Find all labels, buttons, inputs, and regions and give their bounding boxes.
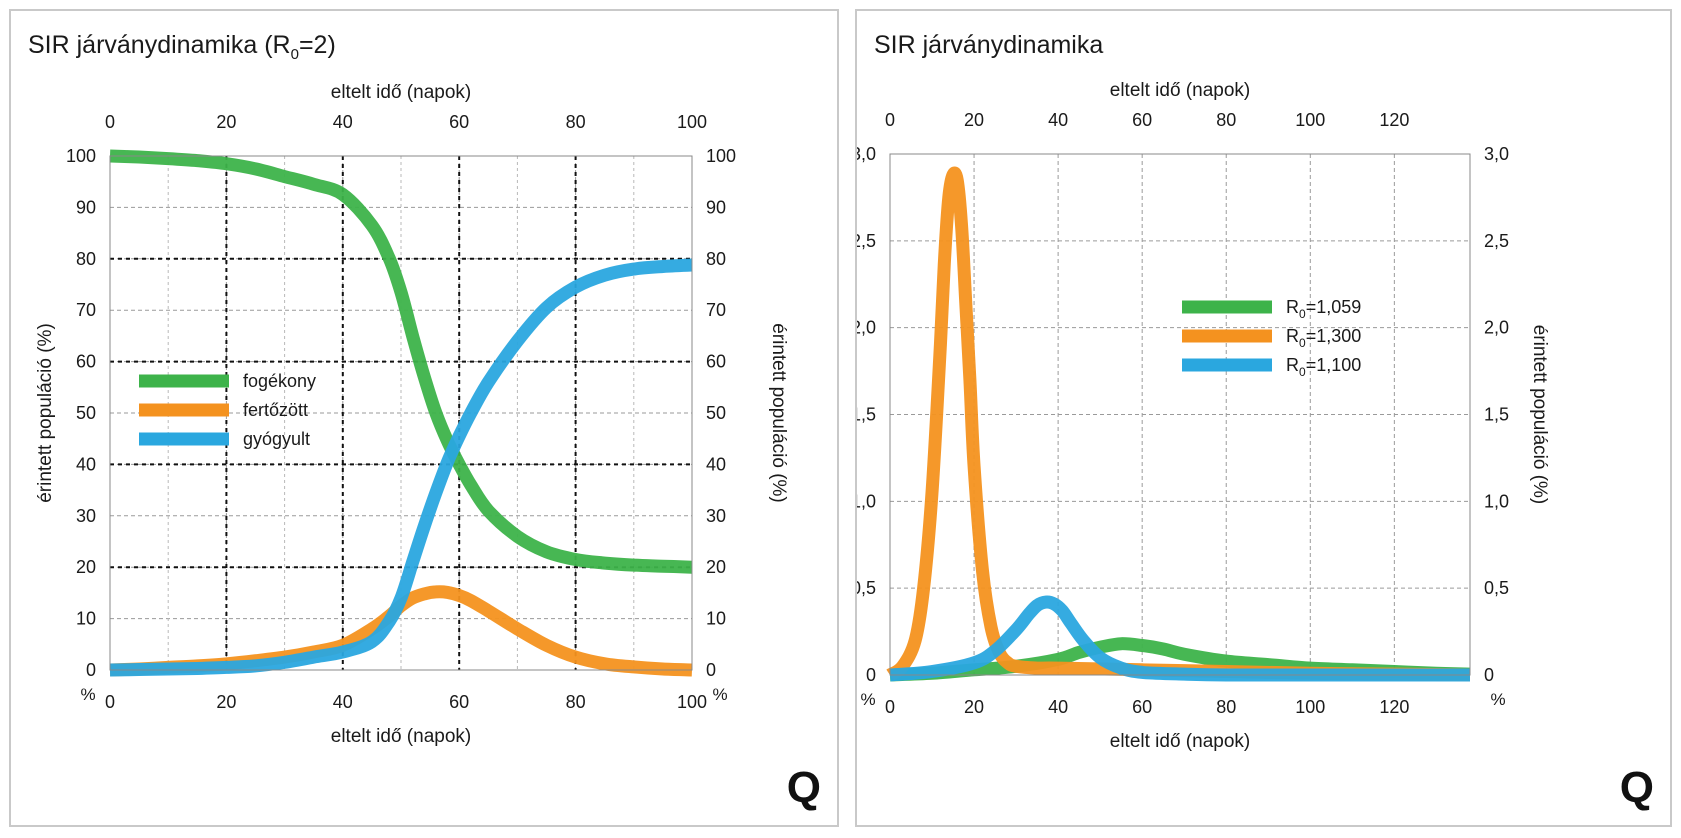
sir-chart-comparison: 000,50,51,01,01,51,52,02,02,52,53,03,000… bbox=[857, 80, 1550, 752]
y-tick-label-left: 0 bbox=[866, 665, 876, 685]
chart-panel-left: SIR járványdinamika (R0=2) 0 0 10 10 20 20 30 3… bbox=[9, 9, 839, 827]
series-line bbox=[886, 166, 1471, 682]
y-tick-label-right: 90 bbox=[706, 197, 726, 217]
y-tick-label-left: 30 bbox=[76, 506, 96, 526]
x-tick-label-top: 60 bbox=[449, 112, 469, 132]
y-tick-label-right: 0 bbox=[706, 660, 716, 680]
y-tick-label-left: 1,0 bbox=[857, 491, 876, 511]
plot-frame bbox=[889, 153, 1471, 676]
x-tick-label-top: 20 bbox=[964, 110, 984, 130]
y-tick-label-right: 0 bbox=[1484, 665, 1494, 685]
y-unit-left: % bbox=[80, 685, 95, 704]
y-tick-label-left: 1,5 bbox=[857, 405, 876, 425]
y-unit-right: % bbox=[712, 685, 727, 704]
q-logo: Q bbox=[1619, 763, 1654, 812]
legend-label: R0=1,300 bbox=[1286, 326, 1361, 350]
series-line bbox=[109, 258, 693, 677]
y-unit-right: % bbox=[1490, 690, 1505, 709]
legend-label: gyógyult bbox=[243, 429, 310, 449]
legend-label: R0=1,100 bbox=[1286, 355, 1361, 379]
x-tick-label-bottom: 120 bbox=[1379, 697, 1409, 717]
x-tick-label-bottom: 0 bbox=[105, 692, 115, 712]
y-tick-label-right: 40 bbox=[706, 454, 726, 474]
chart-title: SIR járványdinamika (R0=2) bbox=[28, 31, 336, 63]
x-tick-label-top: 100 bbox=[1295, 110, 1325, 130]
x-tick-label-top: 120 bbox=[1379, 110, 1409, 130]
x-tick-label-top: 80 bbox=[566, 112, 586, 132]
x-tick-label-bottom: 20 bbox=[216, 692, 236, 712]
x-tick-label-top: 80 bbox=[1216, 110, 1236, 130]
y-tick-label-right: 50 bbox=[706, 403, 726, 423]
y-axis-title-right: érintett populáció (%) bbox=[1529, 325, 1550, 505]
x-tick-label-bottom: 20 bbox=[964, 697, 984, 717]
x-tick-label-bottom: 80 bbox=[566, 692, 586, 712]
x-tick-label-bottom: 80 bbox=[1216, 697, 1236, 717]
y-tick-label-left: 100 bbox=[66, 146, 96, 166]
y-tick-label-right: 30 bbox=[706, 506, 726, 526]
x-tick-label-top: 40 bbox=[333, 112, 353, 132]
y-tick-label-left: 3,0 bbox=[857, 144, 876, 164]
y-unit-left: % bbox=[860, 690, 875, 709]
y-tick-label-left: 2,5 bbox=[857, 231, 876, 251]
y-tick-label-left: 0,5 bbox=[857, 578, 876, 598]
x-tick-label-bottom: 40 bbox=[1048, 697, 1068, 717]
x-tick-label-bottom: 60 bbox=[449, 692, 469, 712]
x-axis-title-top: eltelt idő (napok) bbox=[1110, 80, 1250, 101]
x-axis-title-top: eltelt idő (napok) bbox=[331, 82, 471, 103]
y-tick-label-left: 2,0 bbox=[857, 318, 876, 338]
y-tick-label-right: 60 bbox=[706, 352, 726, 372]
series-line bbox=[109, 149, 693, 574]
plot-frame bbox=[109, 155, 693, 671]
y-tick-label-left: 20 bbox=[76, 557, 96, 577]
y-tick-label-right: 70 bbox=[706, 300, 726, 320]
x-tick-label-top: 20 bbox=[216, 112, 236, 132]
x-tick-label-bottom: 0 bbox=[885, 697, 895, 717]
y-tick-label-left: 60 bbox=[76, 352, 96, 372]
y-tick-label-left: 10 bbox=[76, 609, 96, 629]
y-tick-label-left: 70 bbox=[76, 300, 96, 320]
y-tick-label-left: 50 bbox=[76, 403, 96, 423]
y-tick-label-right: 1,0 bbox=[1484, 491, 1509, 511]
y-axis-title-right: érintett populáció (%) bbox=[768, 323, 789, 503]
x-tick-label-bottom: 40 bbox=[333, 692, 353, 712]
y-tick-label-right: 100 bbox=[706, 146, 736, 166]
x-tick-label-top: 0 bbox=[105, 112, 115, 132]
y-tick-label-left: 80 bbox=[76, 249, 96, 269]
legend-label: R0=1,059 bbox=[1286, 297, 1361, 321]
x-tick-label-bottom: 100 bbox=[677, 692, 707, 712]
y-tick-label-right: 20 bbox=[706, 557, 726, 577]
y-tick-label-right: 3,0 bbox=[1484, 144, 1509, 164]
y-tick-label-left: 0 bbox=[86, 660, 96, 680]
x-axis-title-bottom: eltelt idő (napok) bbox=[331, 726, 471, 747]
y-tick-label-left: 40 bbox=[76, 454, 96, 474]
y-tick-label-right: 0,5 bbox=[1484, 578, 1509, 598]
legend-label: fertőzött bbox=[243, 400, 308, 420]
x-tick-label-bottom: 100 bbox=[1295, 697, 1325, 717]
y-tick-label-right: 80 bbox=[706, 249, 726, 269]
x-tick-label-top: 40 bbox=[1048, 110, 1068, 130]
chart-title: SIR járványdinamika bbox=[874, 31, 1104, 59]
y-tick-label-right: 1,5 bbox=[1484, 405, 1509, 425]
y-tick-label-right: 10 bbox=[706, 609, 726, 629]
q-logo: Q bbox=[786, 763, 821, 812]
x-axis-title-bottom: eltelt idő (napok) bbox=[1110, 731, 1250, 752]
x-tick-label-top: 60 bbox=[1132, 110, 1152, 130]
x-tick-label-top: 100 bbox=[677, 112, 707, 132]
y-tick-label-right: 2,0 bbox=[1484, 318, 1509, 338]
y-tick-label-left: 90 bbox=[76, 197, 96, 217]
y-axis-title-left: érintett populáció (%) bbox=[35, 323, 56, 503]
y-tick-label-right: 2,5 bbox=[1484, 231, 1509, 251]
chart-panel-right: SIR járványdinamika 000,50,51,01,01,51,5… bbox=[855, 9, 1672, 827]
x-tick-label-bottom: 60 bbox=[1132, 697, 1152, 717]
legend-label: fogékony bbox=[243, 371, 316, 391]
x-tick-label-top: 0 bbox=[885, 110, 895, 130]
